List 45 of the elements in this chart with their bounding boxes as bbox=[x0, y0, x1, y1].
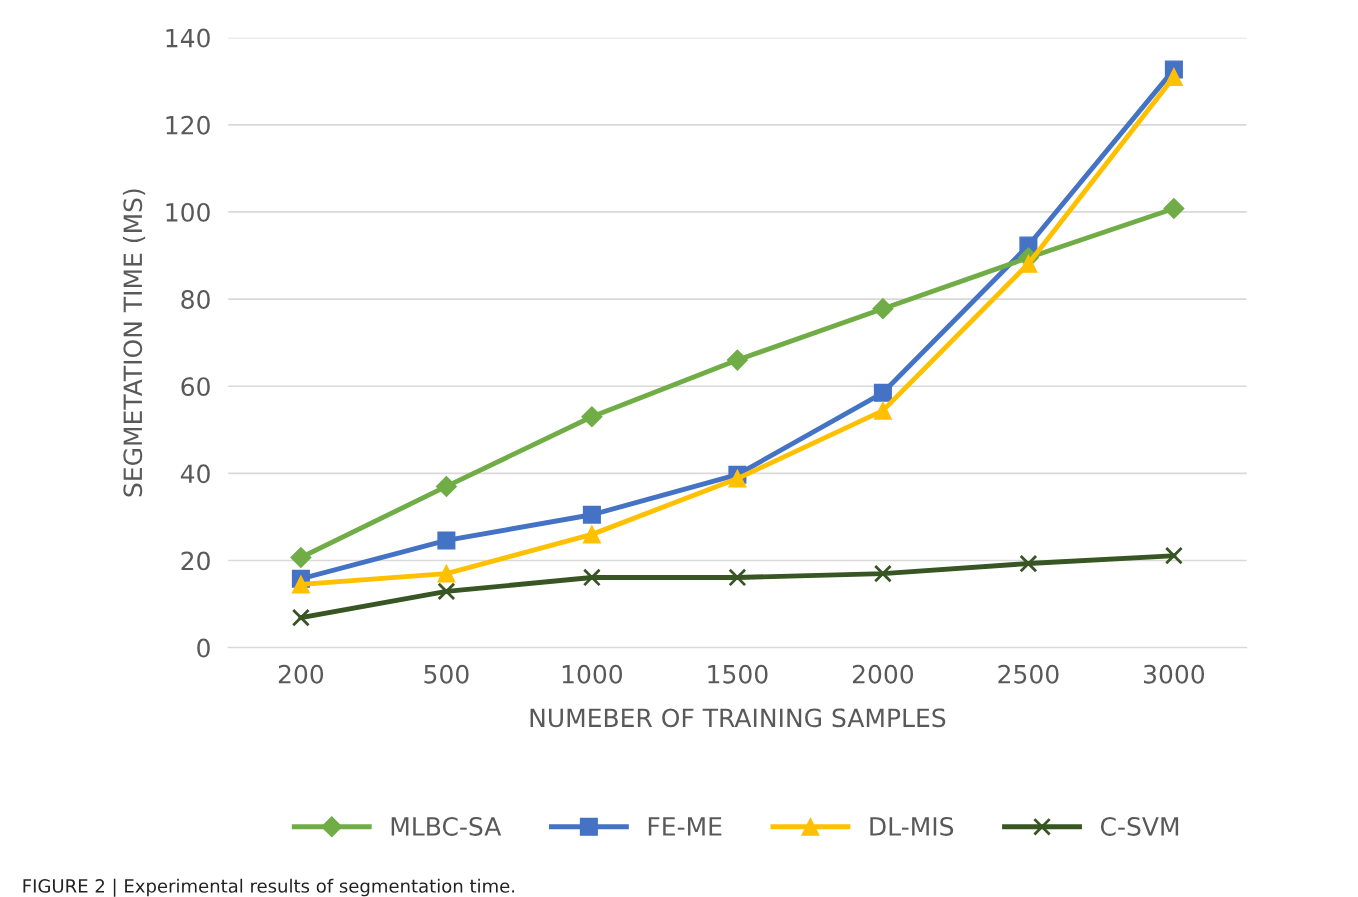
point bbox=[435, 475, 457, 497]
y-tick-label: 120 bbox=[166, 115, 210, 135]
y-tick-label: 80 bbox=[181, 290, 210, 309]
x-tick-label: 1500 bbox=[708, 664, 768, 684]
x-tick-label: 2500 bbox=[998, 664, 1059, 684]
point bbox=[728, 469, 747, 488]
point bbox=[873, 564, 892, 583]
point bbox=[728, 568, 747, 587]
point bbox=[290, 546, 312, 568]
point bbox=[726, 349, 748, 371]
x-tick-label: 2000 bbox=[852, 664, 914, 684]
legend-label: C-SVM bbox=[1100, 816, 1179, 836]
legend-label: MLBC-SA bbox=[391, 816, 502, 836]
x-axis-title: NUMEBER OF TRAINING SAMPLES bbox=[530, 708, 946, 728]
y-tick-label: 140 bbox=[166, 28, 210, 48]
point bbox=[291, 575, 310, 594]
point bbox=[582, 568, 601, 587]
legend-label: DL-MIS bbox=[870, 816, 954, 836]
point bbox=[582, 525, 601, 544]
y-tick-label: 20 bbox=[181, 551, 210, 571]
legend-label: FE-ME bbox=[648, 817, 722, 836]
y-axis-title: SEGMETATION TIME (MS) bbox=[122, 189, 146, 497]
y-tick-label: 60 bbox=[181, 377, 210, 397]
point bbox=[873, 383, 892, 402]
point bbox=[1163, 197, 1185, 219]
point bbox=[1164, 67, 1183, 86]
y-tick-label: 0 bbox=[197, 638, 210, 658]
y-tick-label: 40 bbox=[180, 464, 210, 484]
x-tick-label: 1000 bbox=[562, 664, 623, 684]
point bbox=[1019, 554, 1038, 573]
point bbox=[291, 608, 310, 627]
x-tick-label: 500 bbox=[424, 664, 469, 684]
point bbox=[582, 505, 601, 524]
point bbox=[1019, 254, 1038, 273]
point bbox=[437, 582, 456, 601]
caption: FIGURE 2 | Experimental results of segmentation time. bbox=[23, 878, 515, 897]
x-tick-label: 3000 bbox=[1143, 664, 1205, 684]
y-tick-label: 100 bbox=[166, 202, 210, 222]
point bbox=[581, 406, 603, 428]
point bbox=[872, 298, 894, 320]
x-tick-label: 200 bbox=[278, 664, 324, 684]
point bbox=[1164, 546, 1183, 565]
point bbox=[437, 531, 456, 550]
point bbox=[873, 401, 892, 420]
point bbox=[437, 564, 456, 583]
